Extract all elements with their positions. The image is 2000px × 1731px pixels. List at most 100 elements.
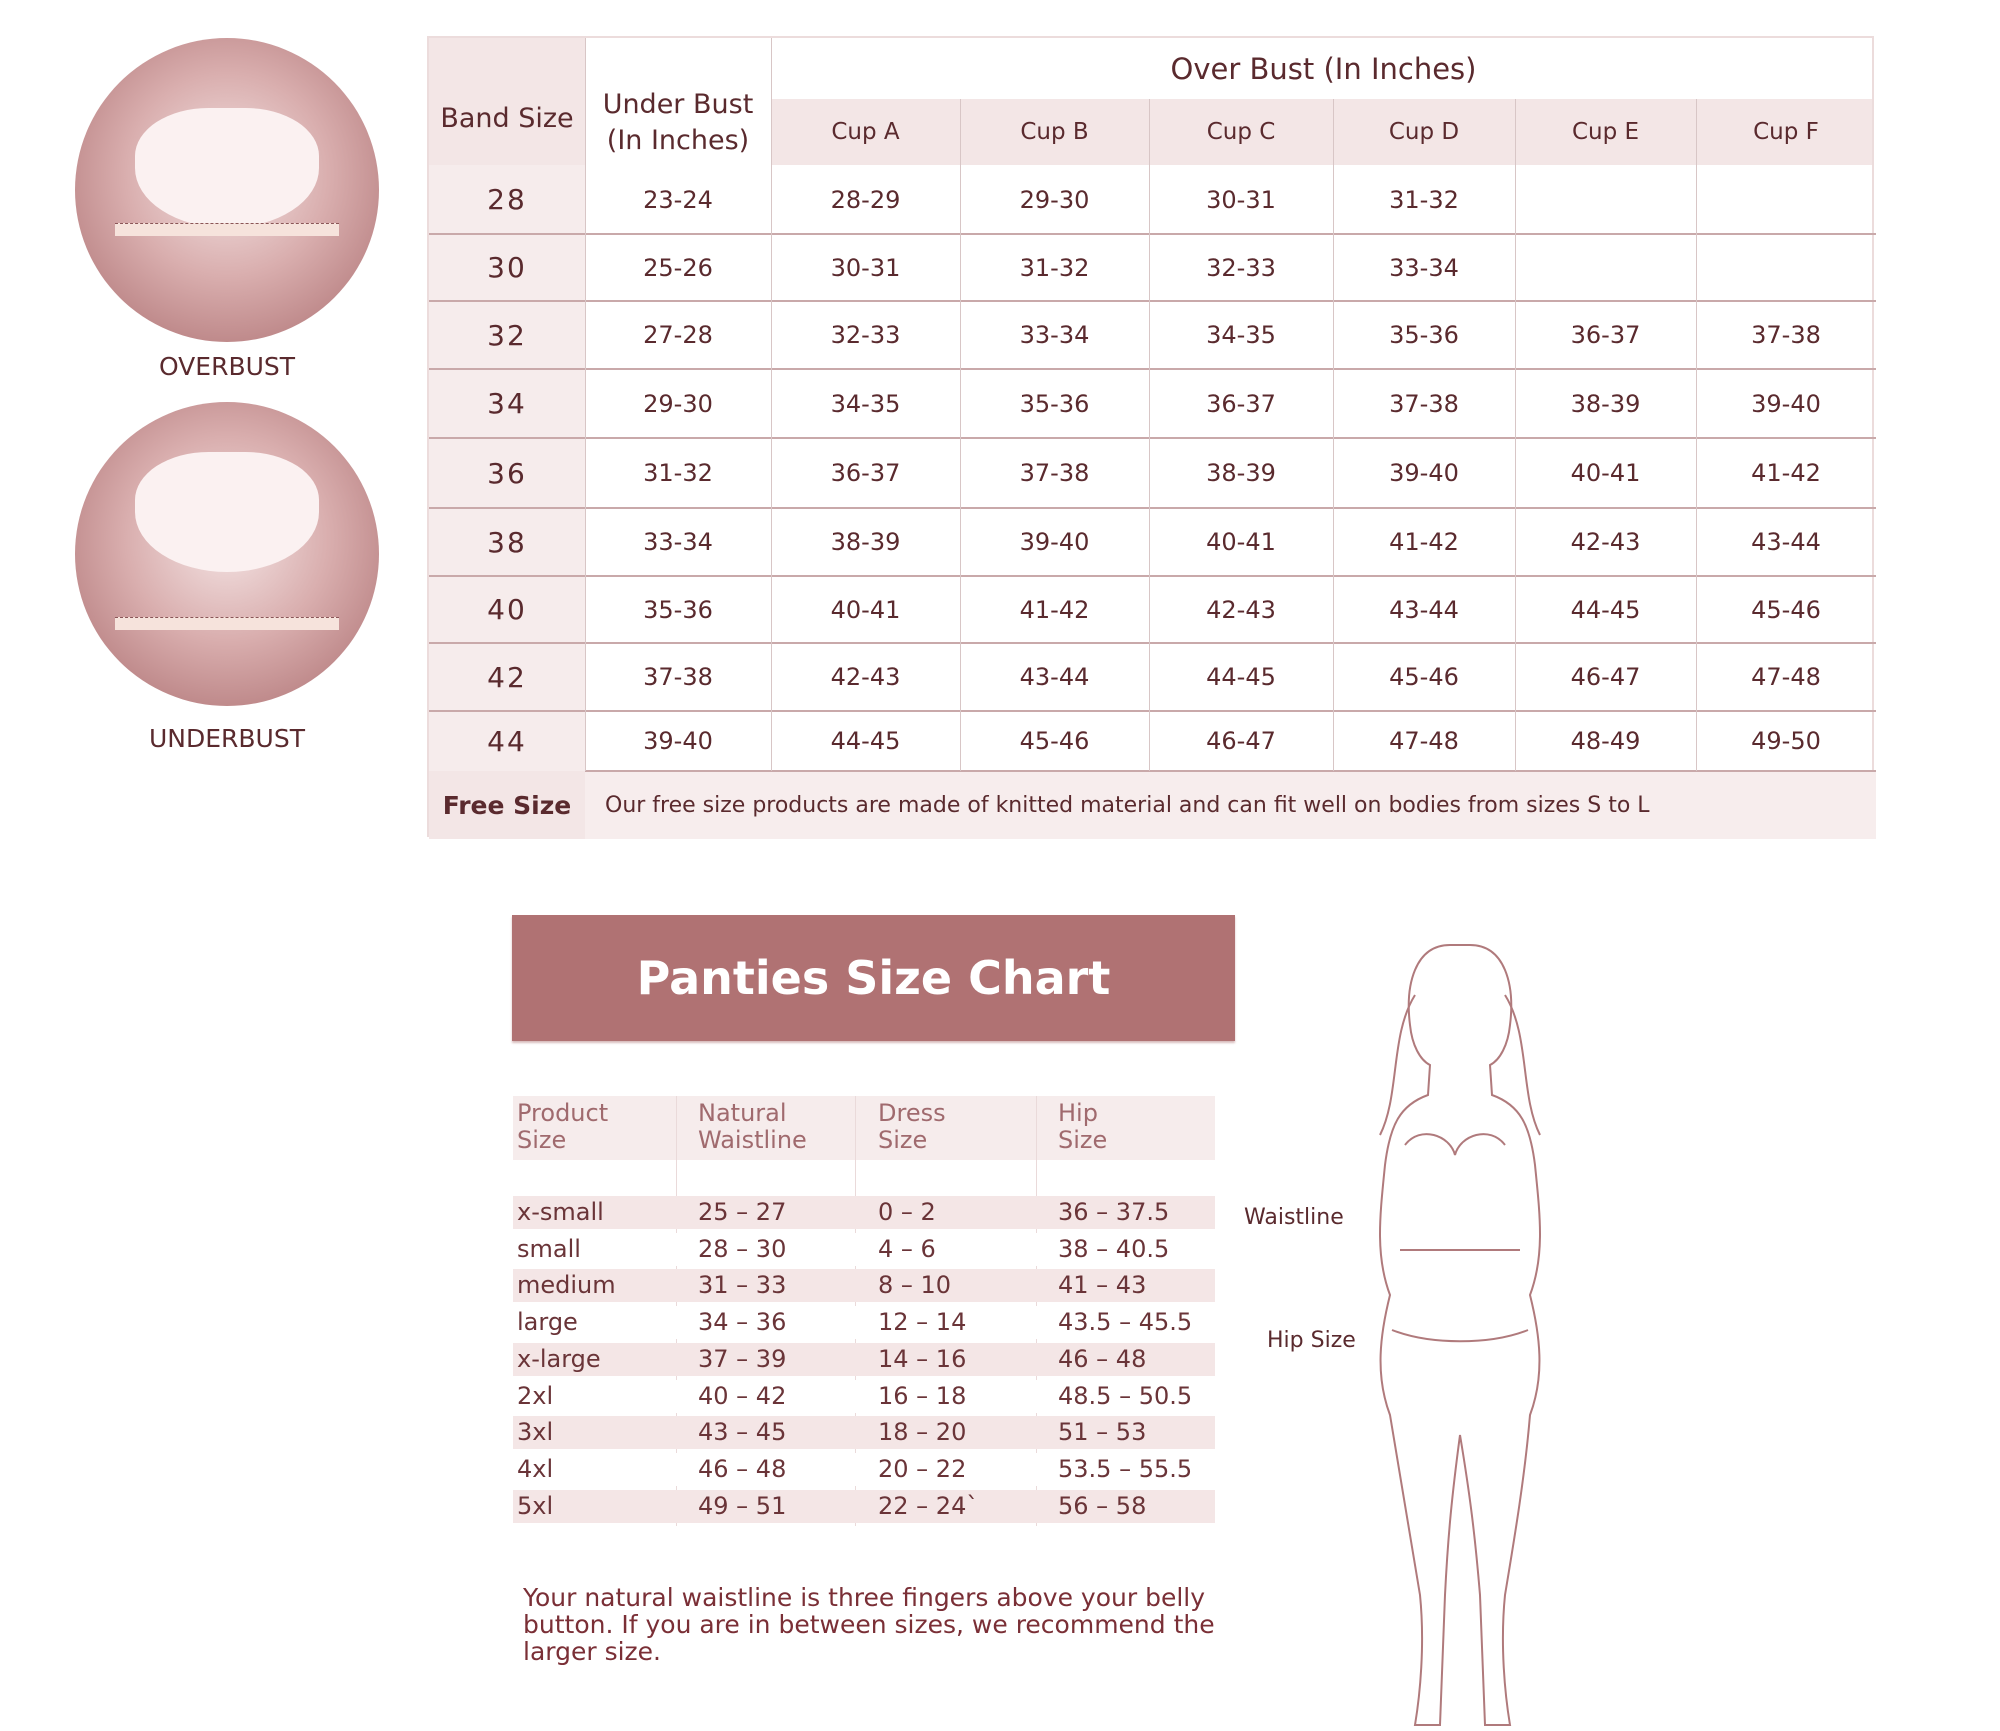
band-size-header: Band Size [440,102,574,134]
panties-cell: 8 – 10 [878,1271,952,1300]
panties-header-bg [513,1096,1215,1160]
panties-cell: 48.5 – 50.5 [1058,1381,1193,1410]
panties-header: Dress Size [878,1100,946,1154]
size-cell: 43-44 [1389,595,1459,624]
size-cell: 33-34 [643,528,713,556]
column-divider [1333,99,1334,771]
panties-cell: 40 – 42 [698,1381,787,1410]
row-divider [429,507,1876,509]
size-cell: 29-30 [1019,185,1090,214]
panties-row [513,1489,1215,1523]
size-cell: 49-50 [1751,727,1821,755]
header-line: Dress [878,1099,946,1127]
size-cell: 39-40 [1389,459,1459,487]
header-line: Natural [698,1099,787,1127]
under-bust-header: Under Bust (In Inches) [602,89,754,156]
header-line: Size [517,1126,567,1154]
panties-cell: 22 – 24` [878,1491,979,1520]
row-divider [429,233,1876,235]
cup-header: Cup D [1388,119,1460,145]
row-divider [429,300,1876,302]
band-cell-bg [429,576,585,643]
band-cell-bg [429,438,585,508]
band-size-column-bg [429,38,585,165]
size-cell: 42-43 [830,663,901,691]
size-cell: 37-38 [1751,321,1821,349]
panties-cell: 43 – 45 [698,1418,787,1447]
column-divider [1515,99,1516,771]
size-cell: 47-48 [1389,727,1459,755]
size-cell: 40-41 [1570,459,1641,487]
panties-cell: x-small [517,1198,604,1226]
cup-header: Cup C [1206,119,1276,145]
band-size-cell: 44 [487,724,527,758]
panties-cell: 37 – 39 [698,1344,787,1373]
size-cell: 44-45 [1570,595,1641,624]
size-cell: 35-36 [643,595,713,624]
size-cell: 27-28 [643,321,713,349]
panties-cell: 46 – 48 [1058,1344,1147,1373]
size-cell: 41-42 [1019,595,1090,624]
size-cell: 35-36 [1019,389,1090,418]
body-figure-illustration [1379,944,1541,1726]
size-cell: 38-39 [830,528,901,556]
panties-cell: 36 – 37.5 [1058,1198,1170,1226]
column-divider [1696,99,1697,771]
size-cell: 31-32 [643,459,713,487]
size-cell: 44-45 [830,727,901,755]
band-size-cell: 40 [487,593,527,626]
panties-cell: 34 – 36 [698,1308,787,1337]
row-divider [585,770,1876,772]
cup-header-bg [771,99,1872,165]
band-size-cell: 28 [487,183,527,216]
size-cell: 31-32 [1019,253,1090,282]
size-cell [1515,234,1696,301]
row-divider [429,642,1876,644]
size-cell: 36-37 [830,459,901,487]
size-cell [1515,165,1696,234]
size-cell: 32-33 [1206,253,1276,282]
band-cell-bg [429,301,585,369]
size-cell: 34-35 [1206,321,1276,349]
panties-cell: small [517,1234,581,1263]
size-cell: 34-35 [830,389,901,418]
cup-header: Cup A [831,119,900,145]
overbust-photo [75,38,379,342]
size-cell: 36-37 [1206,389,1276,418]
bra-size-table: Band Size Under Bust (In Inches) Over Bust… [427,36,1876,839]
size-cell [1696,165,1876,234]
panties-cell: 56 – 58 [1058,1491,1147,1520]
size-cell [1696,234,1876,301]
column-divider [1149,99,1150,771]
band-size-cell: 42 [487,660,527,694]
header-line: Product [517,1099,609,1127]
panties-cell: x-large [517,1344,601,1373]
panties-cell: 43.5 – 45.5 [1058,1308,1193,1337]
panties-cell: 16 – 18 [878,1381,967,1410]
size-cell: 31-32 [1389,185,1459,214]
size-cell: 45-46 [1019,727,1090,755]
panties-cell: medium [517,1271,616,1300]
panties-row [513,1452,1215,1486]
panties-cell: 14 – 16 [878,1344,967,1373]
panties-cell: 49 – 51 [698,1491,787,1520]
size-cell: 44-45 [1206,663,1276,691]
panties-row [513,1306,1215,1340]
header-line: Waistline [698,1126,807,1154]
size-cell: 41-42 [1751,459,1821,487]
size-cell: 35-36 [1389,321,1459,349]
size-cell: 39-40 [643,727,713,755]
size-cell: 42-43 [1206,595,1276,624]
size-cell: 48-49 [1570,727,1641,755]
band-size-cell: 32 [487,318,527,352]
band-cell-bg [429,508,585,576]
panties-cell: 53.5 – 55.5 [1058,1454,1193,1483]
panties-cell: 12 – 14 [878,1308,967,1337]
band-cell-bg [429,643,585,711]
waistline-note: Your natural waistline is three fingers … [523,1583,1215,1666]
size-cell: 40-41 [830,595,901,624]
size-cell: 29-30 [643,389,713,418]
header-line: Size [878,1126,928,1154]
panties-cell: 2xl [517,1381,554,1410]
